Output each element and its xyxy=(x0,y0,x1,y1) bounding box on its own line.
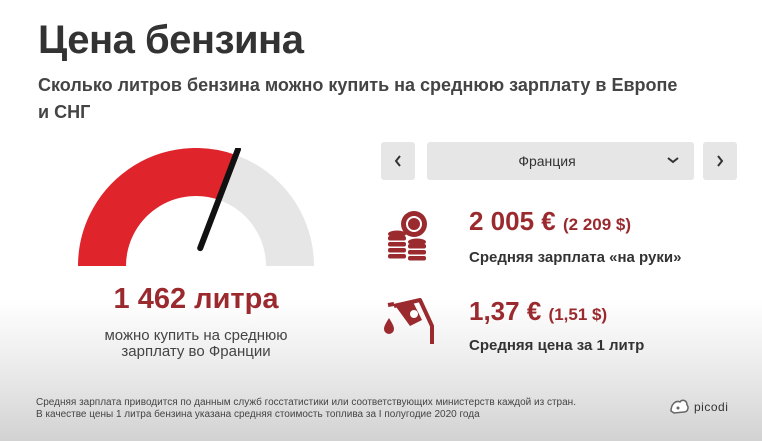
fuel-nozzle-icon xyxy=(384,298,434,344)
price-usd: (1,51 $) xyxy=(548,305,608,324)
previous-country-button[interactable] xyxy=(381,142,415,180)
picodi-logo-text: picodi xyxy=(694,400,729,414)
road-background xyxy=(0,300,762,441)
salary-usd: (2 209 $) xyxy=(562,215,632,234)
salary-eur: 2 005 € xyxy=(469,206,556,236)
picodi-logo-icon xyxy=(670,399,689,414)
salary-label: Средняя зарплата «на руки» xyxy=(469,249,682,266)
country-select-value: Франция xyxy=(518,153,576,169)
page-subtitle: Сколько литров бензина можно купить на с… xyxy=(38,75,678,122)
footnote-line-1: Средняя зарплата приводится по данным сл… xyxy=(36,397,576,408)
gauge-needle xyxy=(197,148,242,252)
price-eur: 1,37 € xyxy=(469,296,542,326)
liters-value: 1 462 литра xyxy=(113,283,279,315)
next-country-button[interactable] xyxy=(703,142,737,180)
gauge-fill xyxy=(78,148,236,267)
price-label: Средняя цена за 1 литр xyxy=(469,337,645,354)
page-title: Цена бензина xyxy=(38,18,304,62)
gauge xyxy=(78,148,314,267)
chevron-down-icon xyxy=(667,157,679,164)
price-value: 1,37 € (1,51 $) xyxy=(469,296,607,327)
picodi-logo[interactable]: picodi xyxy=(668,396,728,418)
chevron-left-icon xyxy=(394,155,401,167)
salary-value: 2 005 € (2 209 $) xyxy=(469,206,631,237)
footnote-line-2: В качестве цены 1 литра бензина указана … xyxy=(36,409,480,420)
liters-caption: можно купить на среднюю зарплату во Фран… xyxy=(104,327,288,360)
coins-icon xyxy=(388,211,427,261)
country-select[interactable]: Франция xyxy=(427,142,694,180)
chevron-right-icon xyxy=(717,155,724,167)
footnote: Средняя зарплата приводится по данным сл… xyxy=(36,397,656,421)
